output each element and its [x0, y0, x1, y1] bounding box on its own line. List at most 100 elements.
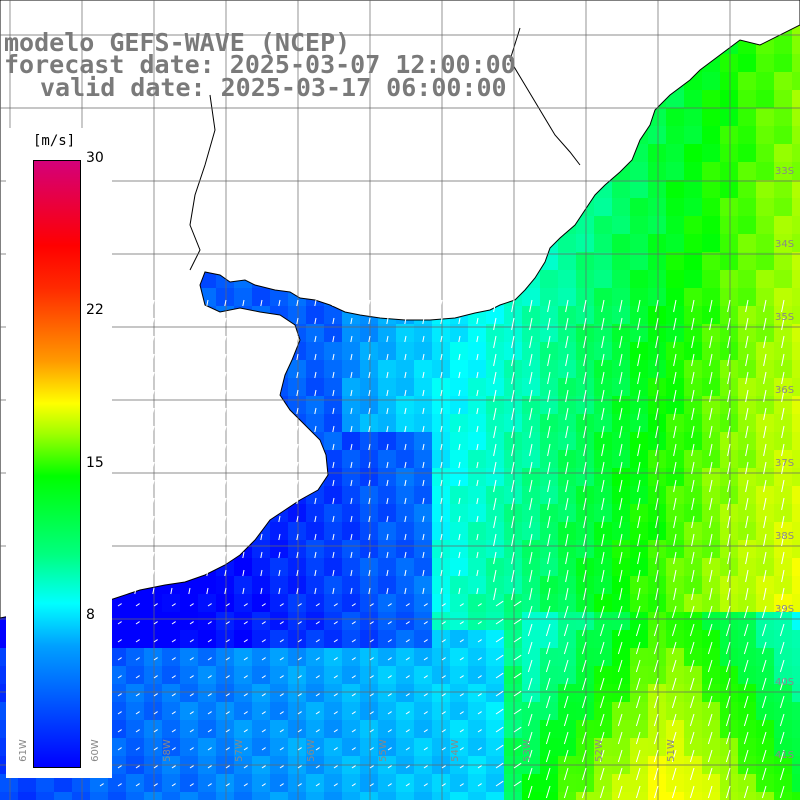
wind-arrow	[459, 783, 464, 787]
field-cell	[522, 648, 540, 666]
wind-arrow	[386, 407, 389, 415]
wind-arrow	[278, 407, 281, 415]
wind-arrow	[315, 675, 320, 679]
field-cell	[666, 108, 684, 126]
wind-arrow	[117, 711, 122, 715]
wind-arrow	[601, 389, 605, 403]
wind-arrow	[655, 569, 659, 583]
wind-arrow	[404, 569, 407, 577]
field-cell	[558, 774, 576, 792]
wind-arrow	[781, 515, 785, 529]
wind-arrow	[563, 785, 569, 799]
field-cell	[432, 612, 450, 630]
wind-arrow	[153, 675, 158, 679]
wind-arrow	[243, 765, 248, 769]
wind-arrow	[511, 461, 515, 475]
field-cell	[792, 36, 800, 54]
wind-arrow	[599, 677, 605, 691]
field-cell	[576, 540, 594, 558]
wind-arrow	[581, 695, 587, 709]
field-cell	[378, 432, 396, 450]
wind-arrow	[440, 389, 443, 397]
field-cell	[396, 720, 414, 738]
field-cell	[342, 522, 360, 540]
wind-arrow	[745, 587, 749, 601]
wind-arrow	[671, 731, 677, 745]
wind-arrow	[619, 497, 623, 511]
wind-arrow	[529, 551, 533, 565]
wind-arrow	[511, 569, 515, 583]
field-cell	[126, 792, 144, 800]
field-cell	[666, 450, 684, 468]
field-cell	[198, 630, 216, 648]
field-cell	[612, 450, 630, 468]
field-cell	[414, 342, 432, 360]
field-cell	[612, 414, 630, 432]
field-cell	[756, 774, 774, 792]
field-cell	[324, 396, 342, 414]
wind-arrow	[350, 515, 353, 523]
wind-arrow	[565, 533, 569, 547]
field-cell	[774, 342, 792, 360]
wind-arrow	[440, 335, 443, 343]
field-cell	[684, 342, 702, 360]
wind-arrow	[296, 425, 299, 433]
field-cell	[702, 432, 720, 450]
wind-arrow	[529, 371, 533, 385]
wind-arrow	[387, 747, 392, 751]
field-cell	[306, 666, 324, 684]
field-cell	[738, 774, 756, 792]
field-cell	[630, 702, 648, 720]
wind-arrow	[763, 317, 767, 331]
wind-arrow	[601, 533, 605, 547]
field-cell	[180, 594, 198, 612]
wind-arrow	[761, 713, 767, 727]
wind-arrow	[493, 335, 497, 349]
field-cell	[486, 738, 504, 756]
field-cell	[666, 288, 684, 306]
wind-arrow	[671, 605, 677, 619]
wind-arrow	[224, 461, 227, 469]
wind-arrow	[170, 569, 173, 577]
wind-arrow	[134, 497, 137, 505]
field-cell	[666, 702, 684, 720]
colorbar-unit: [m/s]	[33, 133, 76, 149]
field-cell	[612, 342, 630, 360]
wind-arrow	[170, 461, 173, 469]
field-cell	[486, 702, 504, 720]
wind-arrow	[493, 587, 497, 601]
wind-arrow	[671, 713, 677, 727]
wind-arrow	[529, 461, 533, 475]
field-cell	[792, 450, 800, 468]
wind-arrow	[691, 299, 695, 313]
field-cell	[180, 738, 198, 756]
field-cell	[504, 306, 522, 324]
field-cell	[792, 90, 800, 108]
wind-arrow	[314, 389, 317, 397]
wind-arrow	[725, 713, 731, 727]
wind-arrow	[689, 731, 695, 745]
river	[189, 94, 216, 271]
field-cell	[288, 684, 306, 702]
wind-arrow	[745, 497, 749, 511]
field-cell	[702, 108, 720, 126]
field-cell	[504, 630, 522, 648]
field-cell	[594, 504, 612, 522]
field-cell	[180, 684, 198, 702]
wind-arrow	[368, 335, 371, 343]
wind-arrow	[547, 551, 551, 565]
field-cell	[504, 594, 522, 612]
field-cell	[540, 702, 558, 720]
field-cell	[288, 612, 306, 630]
field-cell	[774, 126, 792, 144]
field-cell	[756, 180, 774, 198]
field-cell	[738, 270, 756, 288]
wind-arrow	[581, 731, 587, 745]
field-cell	[648, 126, 666, 144]
wind-arrow	[423, 729, 428, 733]
field-cell	[738, 90, 756, 108]
field-cell	[360, 360, 378, 378]
field-cell	[648, 270, 666, 288]
field-cell	[792, 612, 800, 630]
field-cell	[576, 342, 594, 360]
